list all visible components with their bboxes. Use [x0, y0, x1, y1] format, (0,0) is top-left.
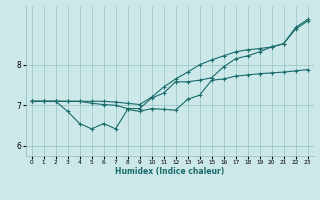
X-axis label: Humidex (Indice chaleur): Humidex (Indice chaleur) — [115, 167, 224, 176]
